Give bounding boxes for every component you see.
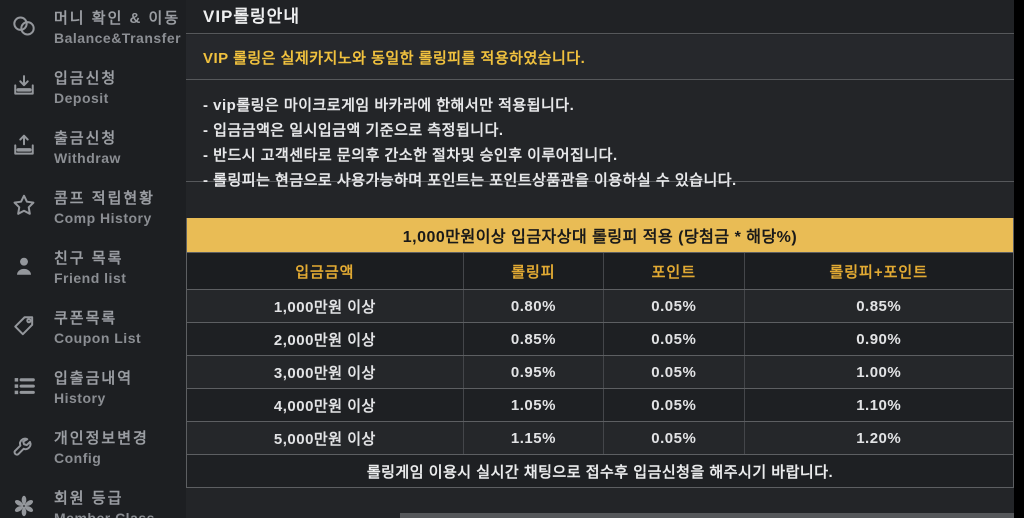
cell-deposit: 2,000만원 이상 bbox=[273, 331, 376, 349]
withdraw-arrow-icon bbox=[10, 132, 42, 165]
table-header-row: 입금금액 롤링피 포인트 롤링피+포인트 bbox=[187, 252, 1013, 289]
table-row: 5,000만원 이상 1.15% 0.05% 1.20% bbox=[187, 421, 1013, 454]
vip-notice-text: VIP 롤링은 실제카지노와 동일한 롤링피를 적용하였습니다. bbox=[203, 49, 586, 67]
sidebar-label-en: Coupon List bbox=[54, 330, 142, 346]
cell-deposit: 4,000만원 이상 bbox=[273, 397, 376, 415]
main-content: VIP롤링안내 VIP 롤링은 실제카지노와 동일한 롤링피를 적용하였습니다.… bbox=[186, 0, 1014, 518]
cell-total: 1.00% bbox=[856, 363, 902, 381]
vip-notice-panel: VIP 롤링은 실제카지노와 동일한 롤링피를 적용하였습니다. bbox=[186, 35, 1014, 80]
table-banner: 1,000만원이상 입금자상대 롤링피 적용 (당첨금 * 해당%) bbox=[187, 218, 1013, 252]
sidebar-item-comp-history[interactable]: 콤프 적립현황 Comp History bbox=[0, 187, 186, 247]
sidebar-item-history[interactable]: 입출금내역 History bbox=[0, 367, 186, 427]
column-header-rolling: 롤링피 bbox=[511, 263, 556, 281]
sidebar-label-ko: 출금신청 bbox=[54, 130, 118, 147]
sidebar-item-withdraw[interactable]: 출금신청 Withdraw bbox=[0, 127, 186, 187]
cell-rolling: 1.15% bbox=[510, 429, 556, 447]
table-banner-text: 1,000만원이상 입금자상대 롤링피 적용 (당첨금 * 해당%) bbox=[402, 229, 798, 246]
table-footer-text: 롤링게임 이용시 실시간 채팅으로 접수후 입금신청을 해주시기 바랍니다. bbox=[366, 463, 834, 481]
sidebar-label-ko: 머니 확인 & 이동 bbox=[54, 10, 181, 27]
sidebar-item-coupon-list[interactable]: 쿠폰목록 Coupon List bbox=[0, 307, 186, 367]
sidebar-label-ko: 입금신청 bbox=[54, 70, 118, 87]
cell-total: 1.10% bbox=[856, 396, 902, 414]
sidebar-label-en: Friend list bbox=[54, 270, 127, 286]
sidebar-label-en: History bbox=[54, 390, 106, 406]
cell-deposit: 3,000만원 이상 bbox=[273, 364, 376, 382]
page-title-bar: VIP롤링안내 bbox=[186, 0, 1014, 34]
cell-point: 0.05% bbox=[651, 429, 697, 447]
page-title: VIP롤링안내 bbox=[203, 7, 300, 26]
info-bullet: - 롤링피는 현금으로 사용가능하며 포인트는 포인트상품관을 이용하실 수 있… bbox=[203, 172, 737, 189]
sidebar-label-en: Balance&Transfer bbox=[54, 30, 182, 46]
sidebar-item-balance-transfer[interactable]: 머니 확인 & 이동 Balance&Transfer bbox=[0, 7, 186, 67]
horizontal-scrollbar[interactable] bbox=[400, 513, 1014, 518]
cell-point: 0.05% bbox=[651, 396, 697, 414]
table-row: 3,000만원 이상 0.95% 0.05% 1.00% bbox=[187, 355, 1013, 388]
sidebar-label-en: Deposit bbox=[54, 90, 109, 106]
table-footer-note: 롤링게임 이용시 실시간 채팅으로 접수후 입금신청을 해주시기 바랍니다. bbox=[187, 454, 1013, 488]
coins-icon bbox=[10, 12, 42, 45]
sidebar-label-ko: 입출금내역 bbox=[54, 370, 134, 387]
sidebar-item-config[interactable]: 개인정보변경 Config bbox=[0, 427, 186, 487]
person-icon bbox=[10, 252, 42, 285]
sidebar-label-ko: 개인정보변경 bbox=[54, 430, 149, 447]
cell-rolling: 0.80% bbox=[510, 297, 556, 315]
sidebar-item-deposit[interactable]: 입금신청 Deposit bbox=[0, 67, 186, 127]
sidebar: 머니 확인 & 이동 Balance&Transfer 입금신청 Deposit bbox=[0, 0, 186, 518]
sidebar-label-ko: 회원 등급 bbox=[54, 490, 124, 507]
sidebar-label-en: Withdraw bbox=[54, 150, 121, 166]
right-black-strip bbox=[1014, 0, 1024, 518]
cell-rolling: 0.85% bbox=[510, 330, 556, 348]
wrench-icon bbox=[10, 432, 42, 465]
cell-deposit: 5,000만원 이상 bbox=[273, 430, 376, 448]
cell-deposit: 1,000만원 이상 bbox=[273, 298, 376, 316]
coupon-tag-icon bbox=[10, 312, 42, 345]
sidebar-label-en: Config bbox=[54, 450, 102, 466]
sidebar-label-ko: 쿠폰목록 bbox=[54, 310, 118, 327]
deposit-arrow-icon bbox=[10, 72, 42, 105]
rolling-fee-table: 1,000만원이상 입금자상대 롤링피 적용 (당첨금 * 해당%) 입금금액 … bbox=[186, 218, 1014, 488]
cell-point: 0.05% bbox=[651, 363, 697, 381]
info-bullet: - 반드시 고객센타로 문의후 간소한 절차및 승인후 이루어집니다. bbox=[203, 147, 618, 164]
cell-point: 0.05% bbox=[651, 297, 697, 315]
cell-total: 0.90% bbox=[856, 330, 902, 348]
star-icon bbox=[10, 192, 42, 225]
list-icon bbox=[10, 372, 42, 405]
info-bullet: - 입금금액은 일시입금액 기준으로 측정됩니다. bbox=[203, 122, 504, 139]
table-row: 2,000만원 이상 0.85% 0.05% 0.90% bbox=[187, 322, 1013, 355]
column-header-total: 롤링피+포인트 bbox=[829, 263, 929, 281]
fan-icon bbox=[10, 492, 42, 518]
sidebar-label-en: Comp History bbox=[54, 210, 152, 226]
sidebar-item-member-class[interactable]: 회원 등급 Member Class bbox=[0, 487, 186, 518]
table-row: 4,000만원 이상 1.05% 0.05% 1.10% bbox=[187, 388, 1013, 421]
cell-rolling: 0.95% bbox=[510, 363, 556, 381]
sidebar-label-ko: 친구 목록 bbox=[54, 250, 124, 267]
column-header-point: 포인트 bbox=[651, 263, 697, 281]
info-bullet: - vip롤링은 마이크로게임 바카라에 한해서만 적용됩니다. bbox=[203, 97, 575, 114]
table-row: 1,000만원 이상 0.80% 0.05% 0.85% bbox=[187, 289, 1013, 322]
sidebar-item-friend-list[interactable]: 친구 목록 Friend list bbox=[0, 247, 186, 307]
cell-total: 1.20% bbox=[856, 429, 902, 447]
info-bullet-list: - vip롤링은 마이크로게임 바카라에 한해서만 적용됩니다. - 입금금액은… bbox=[186, 81, 1014, 189]
cell-rolling: 1.05% bbox=[510, 396, 556, 414]
cell-point: 0.05% bbox=[651, 330, 697, 348]
sidebar-label-en: Member Class bbox=[54, 510, 155, 518]
cell-total: 0.85% bbox=[856, 297, 902, 315]
sidebar-label-ko: 콤프 적립현황 bbox=[54, 190, 155, 207]
column-header-deposit: 입금금액 bbox=[295, 263, 355, 281]
